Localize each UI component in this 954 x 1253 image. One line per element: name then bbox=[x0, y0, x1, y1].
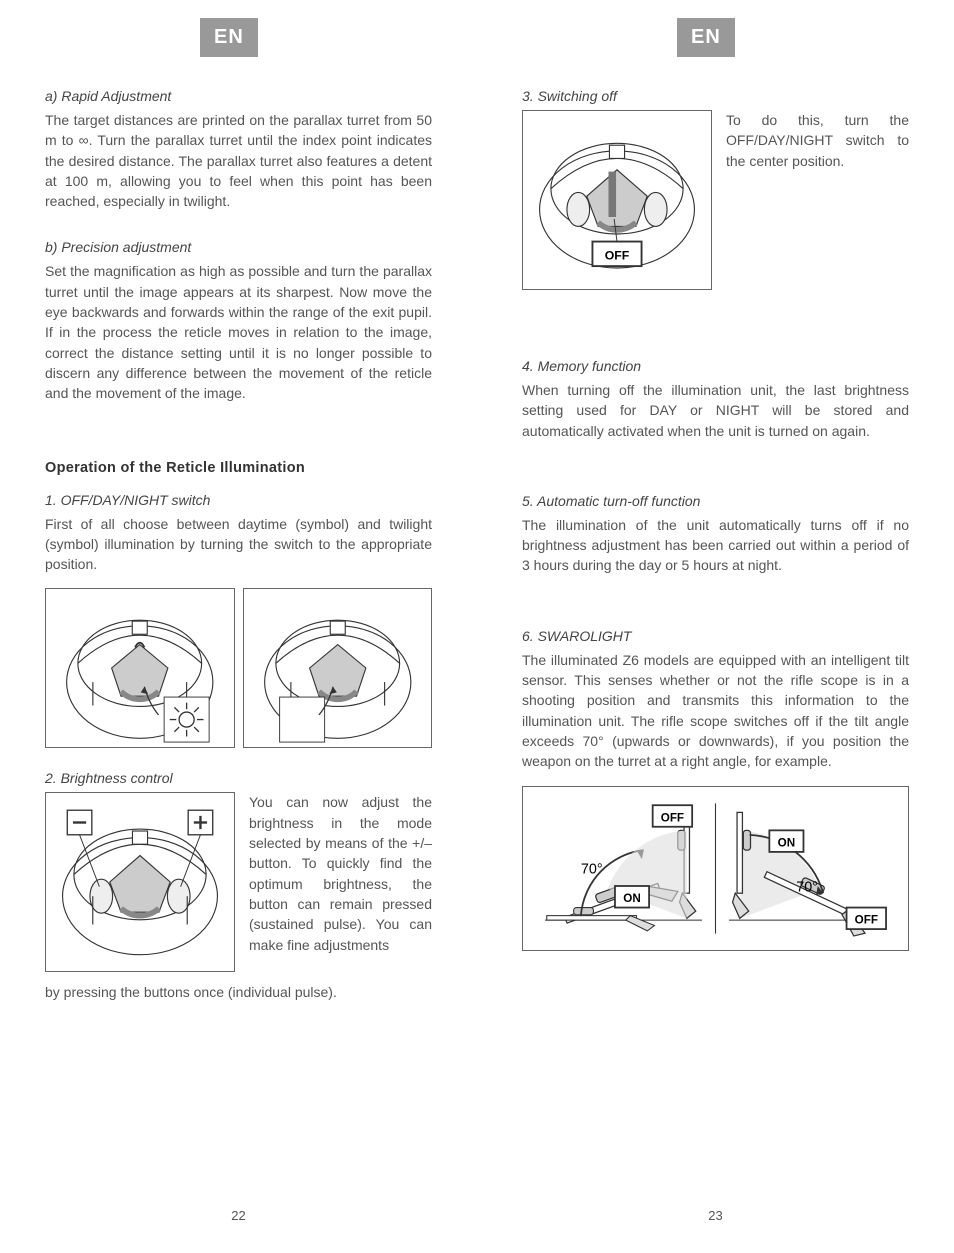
body-precision-adjustment: Set the magnification as high as possibl… bbox=[45, 261, 432, 403]
off-label-top-left: OFF bbox=[661, 811, 684, 824]
figure-swarolight-tilt: 70° OFF ON bbox=[522, 786, 909, 951]
off-label: OFF bbox=[605, 249, 630, 263]
figure-day-mode bbox=[45, 588, 235, 748]
heading-auto-turnoff: 5. Automatic turn-off function bbox=[522, 493, 909, 509]
off-label-right: OFF bbox=[855, 913, 878, 926]
on-label-left: ON bbox=[623, 892, 640, 905]
body-rapid-adjustment: The target distances are printed on the … bbox=[45, 110, 432, 211]
heading-memory-function: 4. Memory function bbox=[522, 358, 909, 374]
body-off-day-night: First of all choose between daytime (sym… bbox=[45, 514, 432, 575]
heading-swarolight: 6. SWAROLIGHT bbox=[522, 628, 909, 644]
angle-label-left: 70° bbox=[581, 861, 603, 877]
body-brightness-control: You can now adjust the brightness in the… bbox=[249, 792, 432, 972]
figure-day-night-switch bbox=[45, 588, 432, 748]
body-swarolight: The illuminated Z6 models are equipped w… bbox=[522, 650, 909, 772]
heading-off-day-night: 1. OFF/DAY/NIGHT switch bbox=[45, 492, 432, 508]
on-label-right: ON bbox=[778, 836, 795, 849]
figure-switching-off: OFF bbox=[522, 110, 712, 290]
heading-switching-off: 3. Switching off bbox=[522, 88, 909, 104]
body-memory-function: When turning off the illumination unit, … bbox=[522, 380, 909, 441]
lang-badge: EN bbox=[200, 18, 258, 57]
body-brightness-tail: by pressing the buttons once (individual… bbox=[45, 982, 432, 1002]
page-number: 22 bbox=[0, 1208, 477, 1223]
heading-rapid-adjustment: a) Rapid Adjustment bbox=[45, 88, 432, 104]
angle-label-right: 70° bbox=[796, 879, 818, 895]
figure-night-mode bbox=[243, 588, 433, 748]
figure-brightness-control bbox=[45, 792, 235, 972]
heading-brightness-control: 2. Brightness control bbox=[45, 770, 432, 786]
body-switching-off: To do this, turn the OFF/DAY/NIGHT switc… bbox=[726, 110, 909, 171]
page-number: 23 bbox=[477, 1208, 954, 1223]
body-auto-turnoff: The illumination of the unit automatical… bbox=[522, 515, 909, 576]
page-left: EN a) Rapid Adjustment The target distan… bbox=[0, 0, 477, 1253]
heading-precision-adjustment: b) Precision adjustment bbox=[45, 239, 432, 255]
heading-operation-reticle: Operation of the Reticle Illumination bbox=[45, 460, 432, 476]
lang-badge: EN bbox=[677, 18, 735, 57]
page-right: EN 3. Switching off bbox=[477, 0, 954, 1253]
